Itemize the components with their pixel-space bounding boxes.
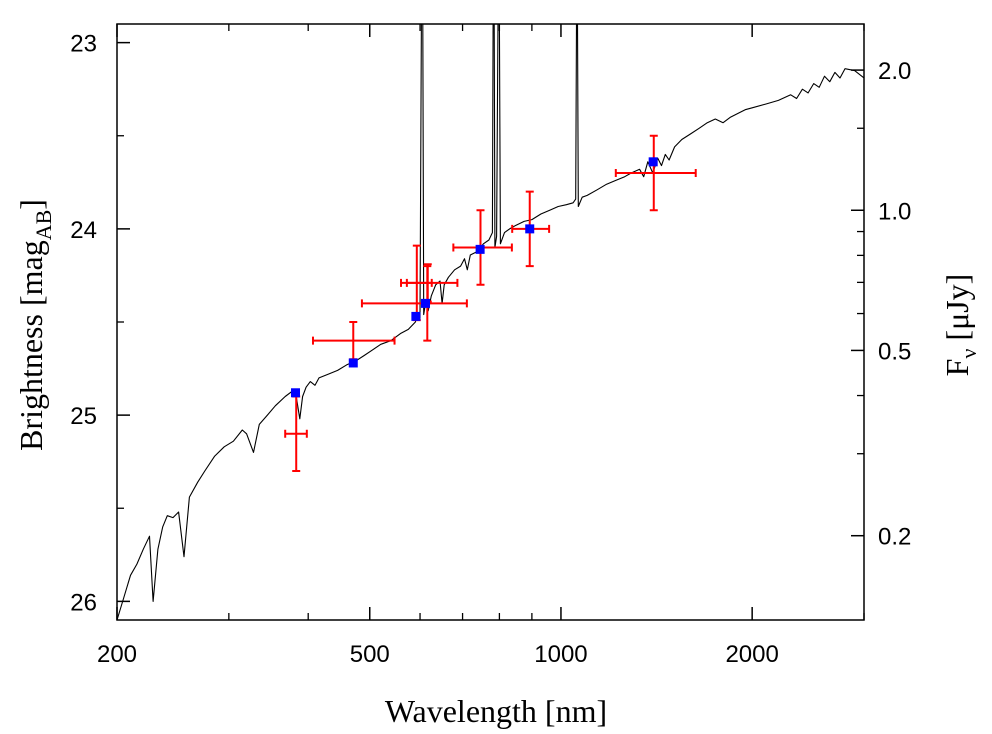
y-right-title-main: F [939,359,975,377]
observation-errorbar [360,265,468,342]
observation-errorbar [284,395,308,472]
model-point [525,224,535,234]
model-point [411,311,421,321]
y-right-title-sub: ν [956,349,981,359]
x-tick-label: 2000 [725,641,778,668]
y-axis-left-title: Brightness [magAB] [13,199,56,451]
model-point [421,298,431,308]
plot-data [117,24,864,620]
observation-errorbar [614,134,697,212]
tick-labels: 200 500 1000 2000 23 24 25 26 2.0 1.0 0.5 0.2 [70,31,911,668]
model-spectrum-line [117,24,864,620]
model-point [348,358,358,368]
model-point [290,388,300,398]
x-tick-label: 500 [350,641,390,668]
plot-frame [116,23,865,621]
major-tick-marks [116,24,864,620]
observation-errorbar [405,263,459,303]
x-tick-label: 1000 [534,641,587,668]
y-right-title-end: [μJy] [939,274,975,349]
observation-errorbar [311,321,396,361]
y-right-tick-label: 1.0 [878,198,911,225]
y-left-tick-label: 24 [70,217,97,244]
y-axis-right-title: Fν [μJy] [939,274,981,377]
y-left-tick-label: 23 [70,31,97,58]
y-left-title-end: ] [13,199,49,210]
y-left-title-sub: AB [31,210,56,241]
y-right-tick-label: 0.2 [878,524,911,551]
model-point [648,157,658,167]
x-axis-title: Wavelength [nm] [385,693,607,729]
y-right-tick-label: 2.0 [878,58,911,85]
x-tick-label: 200 [97,641,137,668]
minor-tick-marks [117,24,865,620]
y-left-title-main: Brightness [mag [13,240,49,451]
model-point [475,244,485,254]
y-left-tick-label: 25 [70,403,97,430]
y-right-tick-label: 0.5 [878,338,911,365]
y-left-tick-label: 26 [70,589,97,616]
